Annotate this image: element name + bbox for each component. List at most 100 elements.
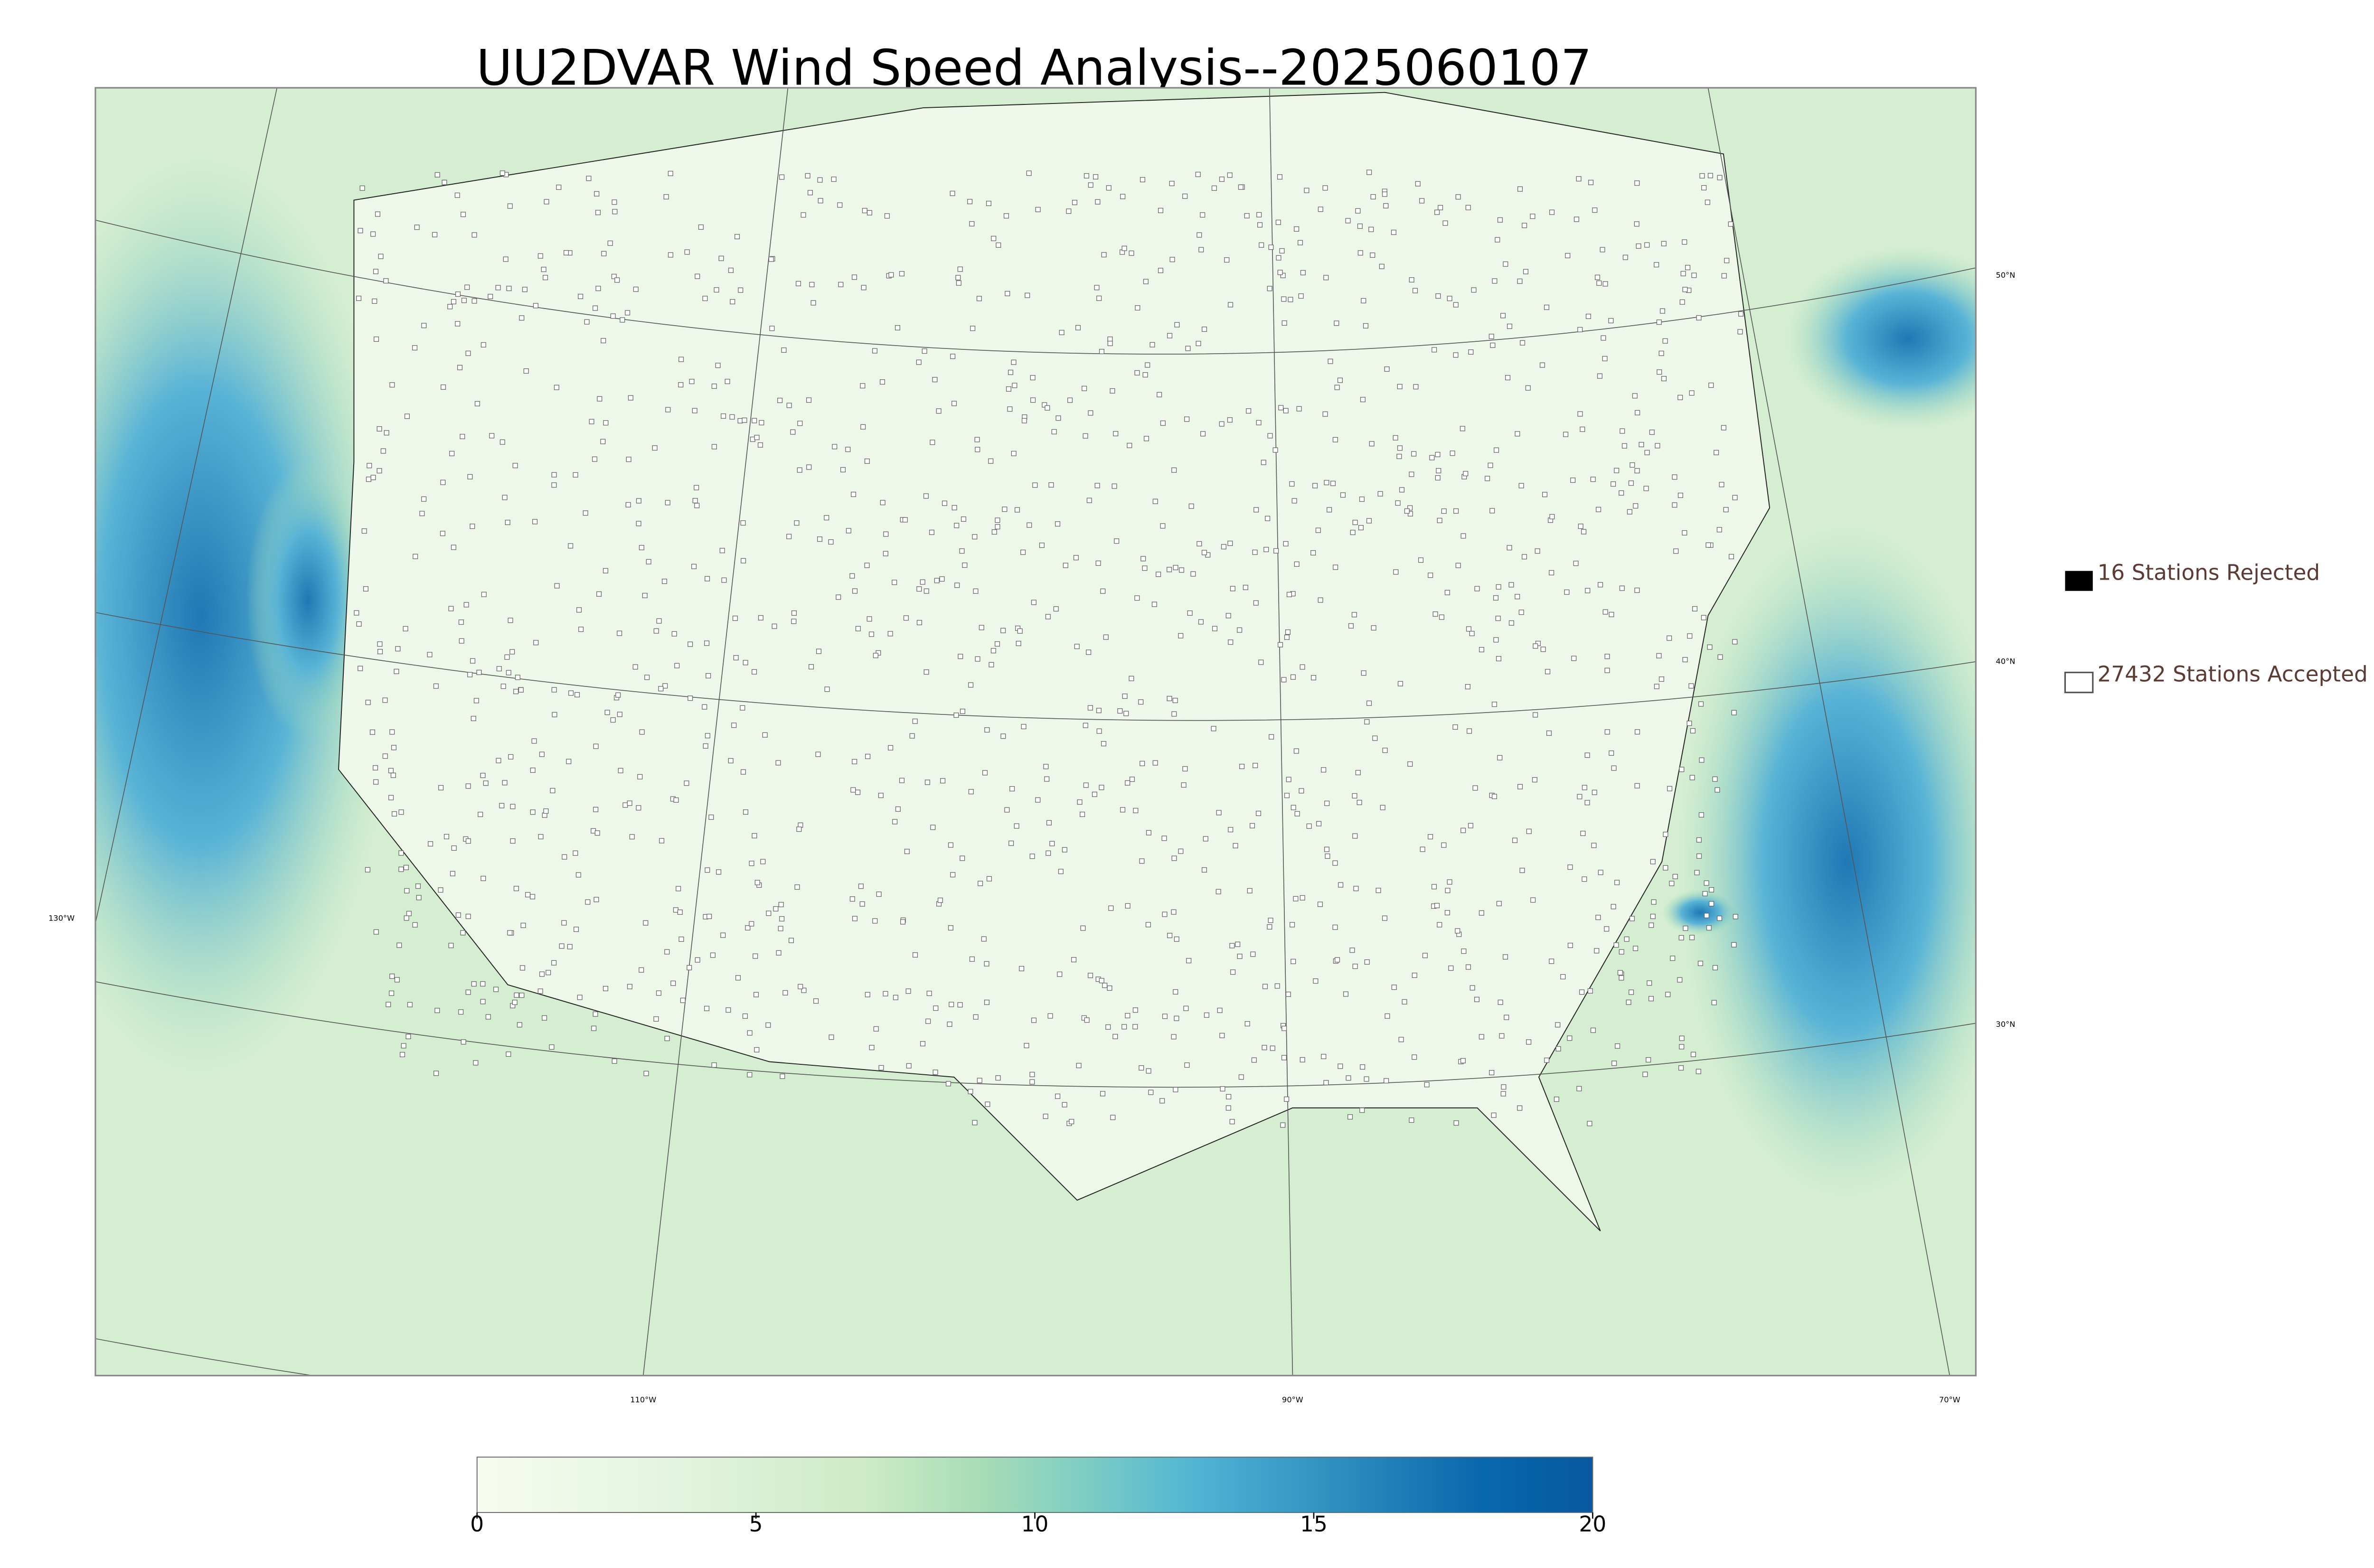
station (1014, 823, 1019, 829)
station (629, 834, 635, 840)
station (603, 568, 608, 573)
station (1347, 1114, 1353, 1120)
station (1045, 405, 1050, 411)
station (1057, 971, 1063, 977)
station (1066, 208, 1072, 214)
station (940, 778, 946, 784)
station (1636, 243, 1641, 249)
station (460, 434, 465, 440)
station (508, 618, 513, 623)
station (1468, 823, 1473, 828)
colorbar (476, 1456, 1593, 1513)
station (688, 641, 693, 647)
station (711, 384, 717, 389)
station (639, 545, 644, 551)
station (1651, 899, 1657, 905)
station (391, 745, 396, 751)
station (692, 408, 697, 413)
station (742, 417, 747, 423)
station (377, 649, 383, 655)
station (1263, 547, 1269, 553)
station (923, 669, 929, 675)
station (1258, 659, 1264, 665)
station (765, 1022, 771, 1028)
station (1435, 451, 1441, 457)
station (888, 272, 894, 278)
station (1658, 350, 1664, 356)
station (1188, 503, 1194, 509)
station (549, 1044, 555, 1050)
station (1533, 712, 1538, 718)
station (595, 286, 601, 291)
station (398, 809, 404, 815)
station (595, 210, 601, 216)
station (633, 286, 639, 292)
station (977, 1078, 982, 1083)
station (1525, 385, 1531, 391)
station (1633, 946, 1639, 951)
station (1604, 654, 1610, 659)
station (1167, 333, 1173, 338)
station (1712, 776, 1718, 782)
station (1598, 870, 1603, 875)
station (1281, 1055, 1287, 1061)
station (1384, 366, 1390, 372)
station (1504, 1014, 1509, 1020)
station (1300, 664, 1305, 670)
station (851, 274, 857, 280)
station (1053, 606, 1059, 612)
station (1731, 942, 1737, 948)
station (551, 960, 557, 966)
station (809, 664, 814, 670)
station (1294, 811, 1300, 817)
station (1112, 1033, 1118, 1039)
station (576, 607, 582, 613)
station (1281, 1025, 1287, 1031)
station (611, 273, 617, 279)
station (786, 534, 792, 539)
station (377, 426, 382, 432)
station (801, 987, 807, 993)
lon-label: 90°W (1282, 1395, 1303, 1404)
station (740, 520, 746, 526)
station (1283, 408, 1289, 413)
station (471, 715, 476, 722)
station (862, 208, 867, 214)
station (1047, 1013, 1053, 1019)
station (1318, 597, 1323, 603)
station (1634, 783, 1640, 789)
station (1044, 776, 1050, 782)
station (483, 780, 489, 786)
station (1283, 541, 1289, 546)
station (1284, 634, 1290, 640)
station (1304, 188, 1309, 193)
station (370, 231, 376, 237)
station (440, 531, 445, 536)
station (1323, 275, 1329, 281)
station (1360, 397, 1366, 403)
station (566, 759, 572, 764)
station (644, 675, 650, 680)
station (476, 669, 482, 675)
station (1554, 1097, 1559, 1102)
station (986, 200, 991, 206)
station (1174, 936, 1179, 942)
station (1369, 441, 1375, 447)
station (1500, 1091, 1506, 1097)
station (1634, 180, 1640, 186)
station (1161, 836, 1167, 841)
station (1503, 954, 1508, 960)
station (1465, 205, 1471, 210)
station (687, 965, 692, 970)
station (1149, 342, 1155, 347)
station (779, 174, 785, 180)
station (1107, 336, 1113, 342)
station (678, 936, 684, 942)
station (1107, 340, 1113, 346)
colorbar-tick-label: 15 (1300, 1512, 1328, 1537)
station (448, 606, 454, 611)
station (715, 363, 721, 368)
station (507, 203, 513, 209)
station (985, 1101, 990, 1107)
station (867, 210, 872, 216)
